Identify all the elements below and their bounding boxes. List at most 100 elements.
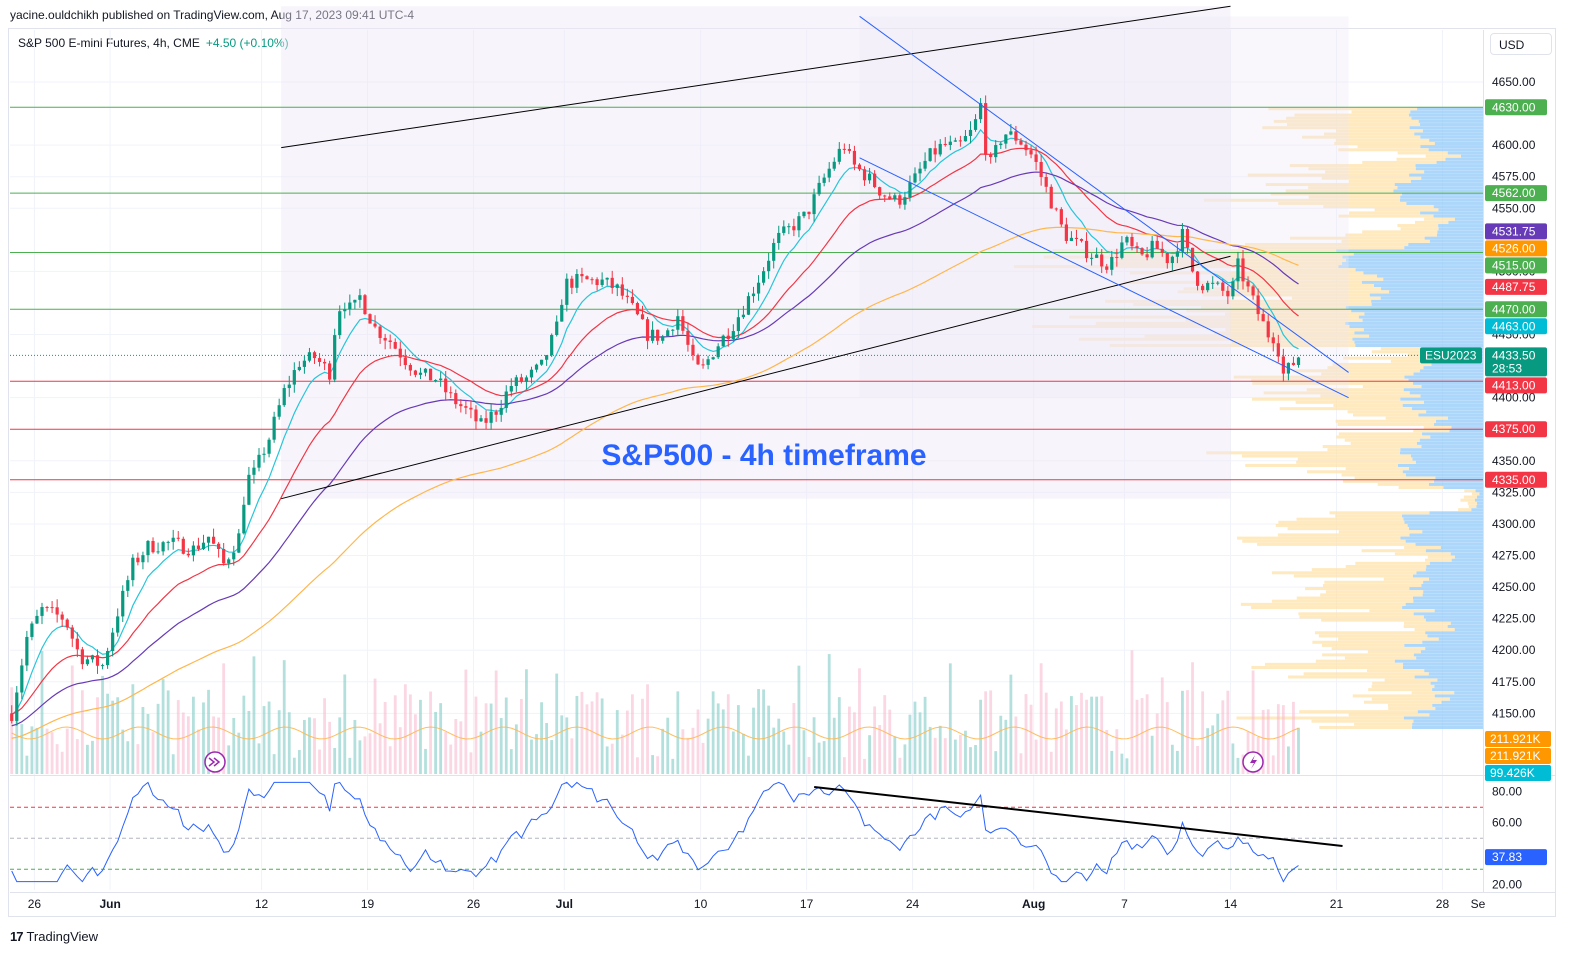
ma-line-ema50 — [11, 147, 1299, 715]
profile-bar-sell — [1383, 577, 1429, 581]
candle-body — [958, 140, 963, 142]
candle-body — [1009, 131, 1013, 135]
candle-body — [519, 377, 523, 382]
profile-bar-sell — [1210, 274, 1377, 278]
candle-body — [903, 197, 907, 205]
volume-bar — [363, 736, 367, 774]
profile-bar-sell — [1332, 362, 1432, 366]
candle-body — [585, 276, 589, 280]
volume-bar — [126, 741, 130, 774]
volume-bar — [262, 706, 266, 774]
candle-body — [393, 341, 397, 349]
volume-bar — [1019, 753, 1023, 774]
candle-body — [807, 211, 811, 215]
volume-bar — [863, 758, 866, 774]
profile-bar-buy — [1383, 277, 1483, 281]
currency-selector[interactable]: USD — [1490, 33, 1552, 55]
profile-bar-buy — [1404, 375, 1483, 379]
candle-body — [1160, 248, 1164, 253]
profile-bar-buy — [1410, 110, 1483, 114]
profile-bar-buy — [1408, 113, 1483, 117]
volume-bar — [782, 731, 786, 774]
lightning-icon[interactable] — [1242, 751, 1264, 773]
profile-bar-sell — [1467, 501, 1477, 505]
profile-bar-buy — [1415, 460, 1483, 464]
symbol-tag-label: ESU2023 — [1425, 348, 1477, 362]
candle-body — [156, 551, 160, 553]
volume-bar — [514, 724, 518, 774]
profile-bar-sell — [1341, 473, 1406, 477]
volume-bar — [277, 710, 281, 774]
candle-body — [408, 365, 412, 371]
candle-body — [1039, 161, 1043, 178]
price-tick-label: 4400.00 — [1492, 391, 1536, 405]
profile-bar-sell — [1335, 419, 1436, 423]
candle-body — [1125, 236, 1129, 243]
volume-bar — [1196, 746, 1199, 774]
profile-bar-buy — [1430, 681, 1483, 685]
volume-bar — [459, 721, 463, 774]
profile-bar-buy — [1447, 151, 1483, 155]
replay-icon[interactable] — [204, 751, 226, 773]
candle-body — [1266, 321, 1270, 338]
profile-bar-sell — [1354, 476, 1436, 480]
profile-bar-sell — [1425, 154, 1461, 158]
volume-bar — [883, 695, 887, 774]
price-tag-4335.00 — [1485, 471, 1547, 488]
candle-body — [146, 540, 150, 556]
profile-bar-sell — [1105, 299, 1372, 303]
volume-bar — [525, 669, 528, 774]
candle-body — [191, 545, 195, 556]
volume-bar — [1140, 698, 1144, 774]
candle-body — [333, 335, 337, 380]
profile-bar-buy — [1438, 227, 1483, 231]
profile-bar-buy — [1352, 337, 1483, 341]
profile-bar-buy — [1429, 239, 1483, 243]
profile-bar-buy — [1355, 268, 1483, 272]
candle-body — [25, 636, 29, 666]
volume-bar — [398, 727, 402, 774]
profile-bar-buy — [1364, 312, 1483, 316]
profile-bar-sell — [1299, 615, 1424, 619]
profile-bar-sell — [1278, 520, 1405, 524]
symbol-title[interactable]: S&P 500 E-mini Futures, 4h, CME — [18, 36, 200, 50]
volume-bar — [641, 698, 644, 774]
profile-bar-buy — [1422, 129, 1483, 133]
volume-bar — [1276, 704, 1280, 774]
candle-body — [953, 140, 957, 142]
volume-bar — [1201, 691, 1205, 774]
volume-bar — [1009, 674, 1013, 774]
profile-bar-sell — [1355, 561, 1430, 565]
profile-bar-buy — [1407, 523, 1483, 527]
profile-bar-sell — [1032, 325, 1350, 329]
candle-body — [353, 299, 357, 303]
profile-bar-buy — [1402, 606, 1483, 610]
candle-body — [620, 284, 624, 296]
profile-bar-buy — [1428, 577, 1483, 581]
profile-bar-sell — [1185, 318, 1363, 322]
profile-bar-sell — [1338, 530, 1423, 534]
profile-bar-sell — [1013, 265, 1339, 269]
volume-bar — [999, 715, 1003, 774]
volume-bar — [631, 694, 634, 774]
profile-bar-sell — [1324, 580, 1424, 584]
candle-body — [1251, 286, 1255, 296]
profile-bar-buy — [1405, 473, 1483, 477]
volume-bar — [918, 712, 922, 774]
candle-body — [787, 226, 791, 228]
candle-body — [222, 548, 226, 564]
volume-bar — [570, 738, 574, 774]
volume-bar — [358, 740, 362, 774]
volume-bar — [35, 727, 39, 774]
price-tag-4487.75 — [1485, 278, 1547, 295]
candle-body — [731, 331, 735, 340]
profile-bar-buy — [1358, 315, 1483, 319]
candle-body — [1069, 237, 1074, 241]
volume-bar — [716, 703, 720, 774]
candle-body — [257, 454, 261, 468]
candle-body — [529, 369, 534, 378]
candle-body — [1054, 208, 1058, 210]
profile-bar-buy — [1409, 173, 1483, 177]
time-tick-label: Jul — [556, 897, 573, 911]
